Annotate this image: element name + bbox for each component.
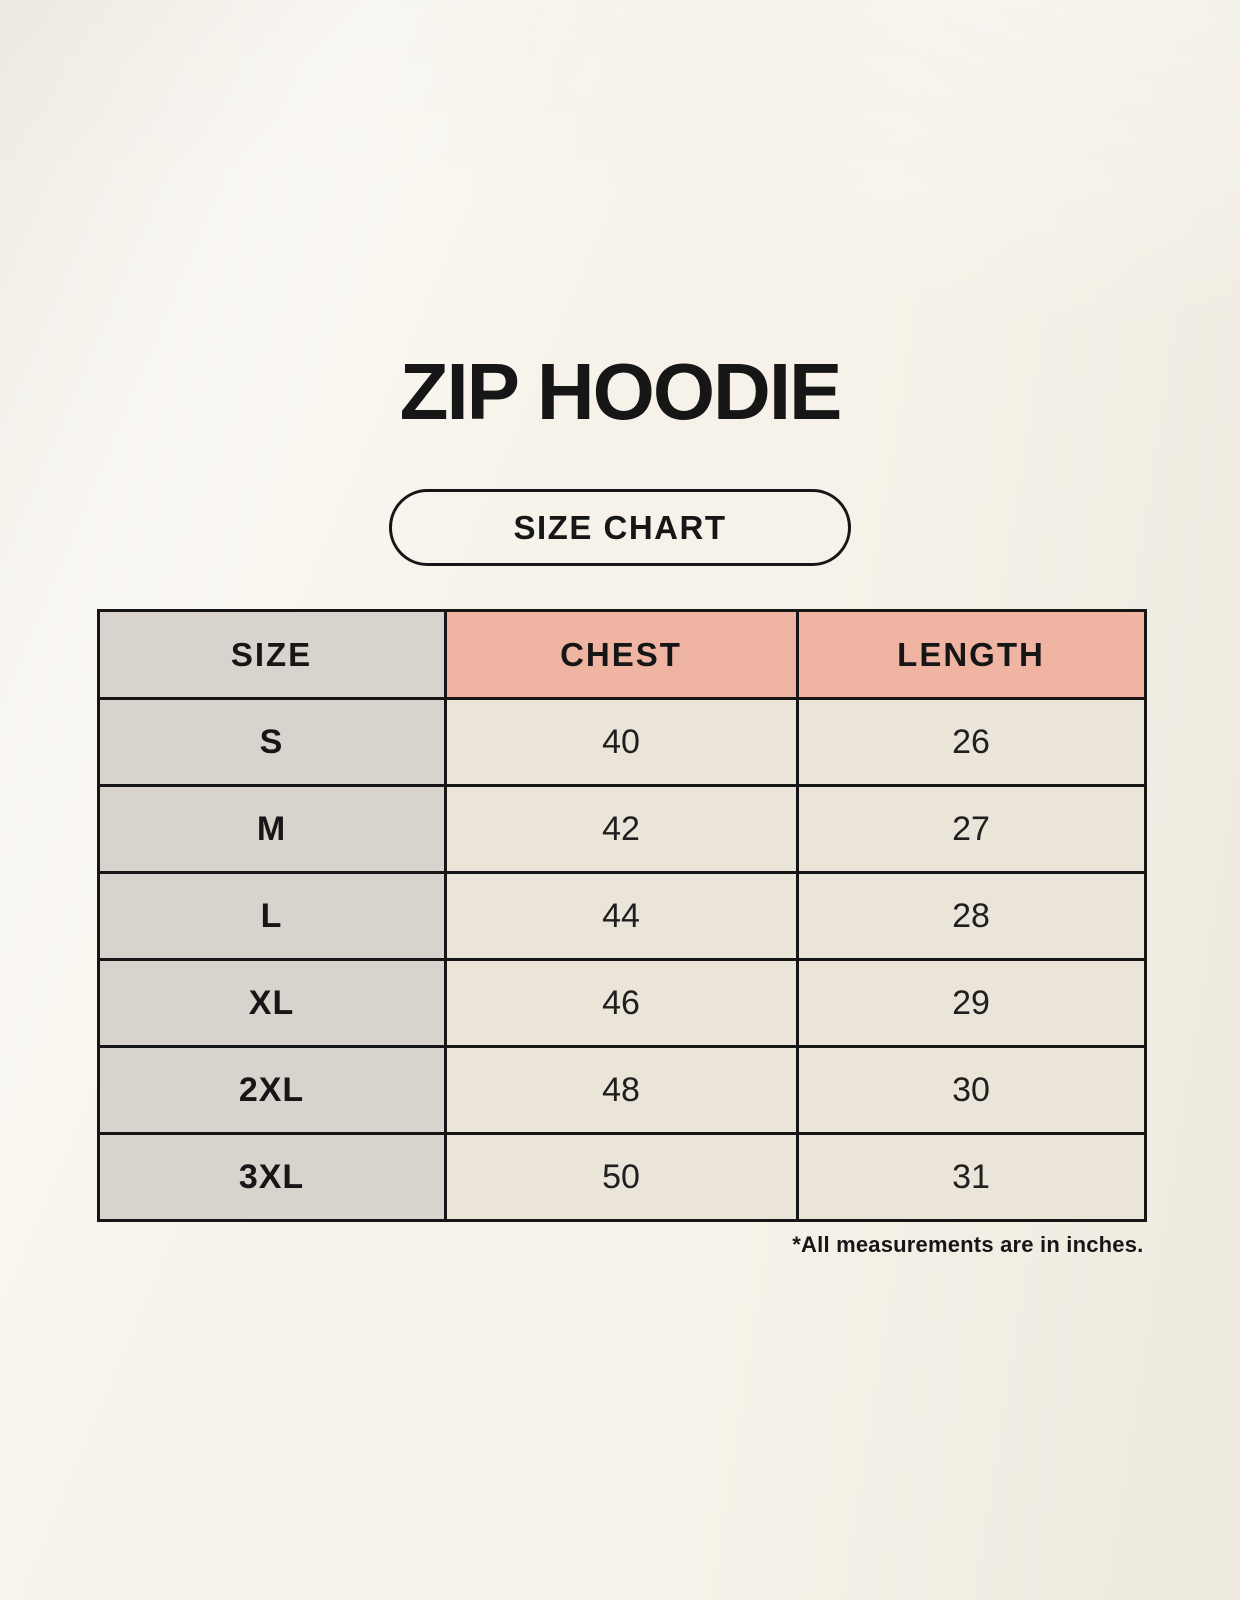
measurements-footnote: *All measurements are in inches.	[792, 1232, 1144, 1257]
chest-cell: 42	[443, 784, 799, 874]
table-row: S 40 26	[96, 697, 1147, 787]
length-cell: 29	[795, 958, 1147, 1048]
length-cell: 31	[795, 1132, 1147, 1222]
size-chart-table: SIZE CHEST LENGTH S 40 26 M 42 27 L	[96, 609, 1147, 1222]
column-header-length: LENGTH	[795, 609, 1147, 700]
size-chart-badge: SIZE CHART	[389, 489, 851, 566]
product-title: ZIP HOODIE	[399, 347, 843, 436]
chest-cell: 46	[443, 958, 799, 1048]
table-row: L 44 28	[96, 871, 1147, 961]
chest-cell: 50	[443, 1132, 799, 1222]
column-header-chest: CHEST	[443, 609, 799, 700]
length-cell: 28	[795, 871, 1147, 961]
size-cell: XL	[96, 958, 447, 1048]
content-column: ZIP HOODIE SIZE CHART SIZE CHEST LENGTH …	[96, 0, 1147, 1258]
table-row: XL 46 29	[96, 958, 1147, 1048]
table-row: 2XL 48 30	[96, 1045, 1147, 1135]
length-cell: 26	[795, 697, 1147, 787]
size-cell: 3XL	[96, 1132, 447, 1222]
table-row: 3XL 50 31	[96, 1132, 1147, 1222]
length-cell: 27	[795, 784, 1147, 874]
header-row: SIZE CHEST LENGTH	[96, 609, 1147, 700]
size-cell: 2XL	[96, 1045, 447, 1135]
column-header-size: SIZE	[96, 609, 447, 700]
size-cell: L	[96, 871, 447, 961]
size-cell: M	[96, 784, 447, 874]
table-row: M 42 27	[96, 784, 1147, 874]
length-cell: 30	[795, 1045, 1147, 1135]
chest-cell: 48	[443, 1045, 799, 1135]
chest-cell: 40	[443, 697, 799, 787]
size-chart-badge-label: SIZE CHART	[513, 508, 727, 546]
size-cell: S	[96, 697, 447, 787]
chest-cell: 44	[443, 871, 799, 961]
